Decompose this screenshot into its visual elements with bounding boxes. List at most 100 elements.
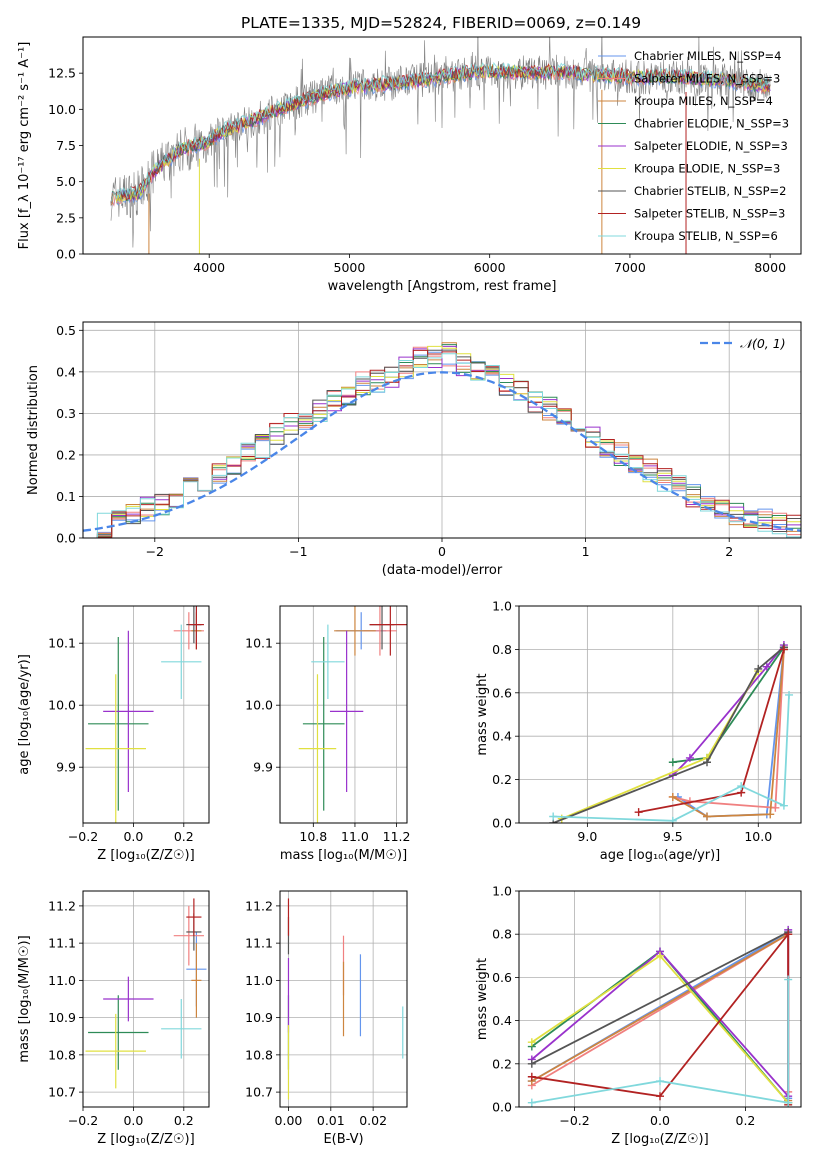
panel-age_vs_mass: 10.8 11.0 11.2 9.9 10.0 10.1 mass [log₁₀(M/M☉)… [245, 605, 411, 863]
y-tick-label: 9.9 [253, 760, 273, 775]
y-axis-label: mass [log₁₀(M/M☉)] [17, 935, 32, 1062]
y-tick-label: 10.9 [245, 1010, 273, 1025]
x-tick-label: −0.2 [559, 1113, 589, 1128]
x-tick-label: 10.0 [744, 829, 772, 844]
panel-mass_weight_vs_Z: −0.2 0.0 0.2 0.0 0.2 0.4 0.6 0.8 1.0 Z [log₁₀(Z/Z… [475, 884, 802, 1147]
y-tick-label: 1.0 [492, 884, 512, 899]
y-tick-label: 11.0 [48, 973, 76, 988]
y-tick-label: 0.4 [56, 364, 76, 379]
legend-label: Salpeter STELIB, N_SSP=3 [634, 207, 785, 221]
series-line-kroupa_miles [672, 649, 785, 818]
x-axis-label: mass [log₁₀(M/M☉)] [280, 848, 407, 863]
series-marker [703, 812, 711, 821]
y-tick-label: 0.2 [492, 1056, 512, 1071]
series-marker [784, 930, 793, 939]
axes-frame [518, 890, 802, 1108]
panel-mass_weight_vs_age: 9.0 9.5 10.0 0.0 0.2 0.4 0.6 0.8 1.0 age [log₁₀(a… [475, 599, 802, 863]
series-marker [656, 1092, 664, 1101]
plot-area [110, 37, 771, 254]
series-line-kroupa_stelib [531, 979, 790, 1104]
legend-label: Kroupa STELIB, N_SSP=6 [634, 229, 778, 243]
x-tick-label: 0.2 [736, 1113, 756, 1128]
y-tick-label: 0.5 [56, 323, 76, 338]
series-marker [754, 664, 763, 673]
point-kroupa_stelib [311, 624, 345, 699]
axes-frame [82, 36, 802, 255]
point-kroupa_stelib [161, 624, 202, 699]
y-tick-label: 10.0 [245, 698, 273, 713]
series-marker [527, 1098, 536, 1107]
point-kroupa_elodie [85, 674, 146, 823]
figure-title: PLATE=1335, MJD=52824, FIBERID=0069, z=0… [241, 14, 641, 32]
point-salpeter_miles [173, 905, 204, 966]
x-axis-label: (data-model)/error [382, 563, 503, 578]
point-kroupa_elodie [298, 674, 337, 823]
y-tick-label: 0.6 [492, 685, 512, 700]
series-line-salpeter_stelib [638, 649, 785, 813]
x-axis-label: age [log₁₀(age/yr)] [600, 848, 721, 863]
series-marker [779, 645, 788, 654]
series-marker [527, 1072, 536, 1081]
series-marker [784, 975, 793, 984]
x-tick-label: 0.0 [123, 1113, 143, 1128]
plot-area [280, 891, 407, 1107]
y-tick-label: 10.9 [48, 1010, 76, 1025]
y-tick-label: 1.0 [492, 599, 512, 614]
y-tick-label: 0.4 [492, 729, 512, 744]
panel-age_vs_Z: −0.2 0.0 0.2 9.9 10.0 10.1 Z [log₁₀(Z/Z☉)] age … [17, 605, 210, 863]
axes-frame [279, 605, 408, 824]
x-tick-label: 0 [438, 544, 446, 559]
x-axis-label: Z [log₁₀(Z/Z☉)] [97, 848, 194, 863]
legend-label: Chabrier ELODIE, N_SSP=3 [634, 117, 789, 131]
plot-area [83, 606, 209, 823]
y-tick-label: 0.0 [492, 1100, 512, 1115]
series-marker [549, 812, 558, 821]
series-marker [737, 782, 746, 791]
x-tick-label: 6000 [474, 260, 506, 275]
y-tick-label: 9.9 [56, 760, 76, 775]
y-tick-label: 10.7 [245, 1085, 273, 1100]
series-marker [784, 1098, 793, 1107]
x-tick-label: 0.2 [174, 829, 194, 844]
series-marker [779, 801, 788, 810]
y-tick-label: 11.1 [48, 936, 76, 951]
x-tick-label: −1 [289, 544, 307, 559]
y-tick-label: 7.5 [56, 138, 76, 153]
panel-residuals: −2 −1 0 1 2 0.0 0.1 0.2 0.3 0.4 0.5 (data-model)/er… [26, 321, 802, 578]
y-axis-label: age [log₁₀(age/yr)] [17, 654, 32, 775]
y-tick-label: 11.0 [245, 973, 273, 988]
panel-spectrum: 4000 5000 6000 7000 8000 0.0 2.5 5.0 7.5 10.0 12.5… [17, 36, 802, 294]
x-tick-label: 0.2 [174, 1113, 194, 1128]
y-tick-label: 0.0 [56, 531, 76, 546]
plot-area [519, 891, 801, 1107]
y-tick-label: 0.1 [56, 489, 76, 504]
x-tick-label: 11.0 [341, 829, 369, 844]
y-tick-label: 0.8 [492, 927, 512, 942]
x-tick-label: 4000 [193, 260, 225, 275]
point-salpeter_elodie [329, 630, 364, 792]
point-chabrier_elodie [302, 637, 345, 811]
series-marker [668, 816, 677, 823]
x-axis-label: E(B-V) [323, 1132, 363, 1147]
legend-label: Kroupa ELODIE, N_SSP=3 [634, 162, 780, 176]
x-tick-label: 7000 [614, 260, 646, 275]
axes-frame [82, 890, 210, 1108]
series-line-kroupa_elodie [561, 670, 760, 820]
panel-mass_vs_ebv: 0.00 0.01 0.02 10.7 10.8 10.9 11.0 11.1 11.2 E(B-… [245, 890, 408, 1147]
y-tick-label: 0.3 [56, 406, 76, 421]
panel-mass_vs_Z: −0.2 0.0 0.2 10.7 10.8 10.9 11.0 11.1 11.2 Z [log… [17, 890, 210, 1147]
plot-area [83, 322, 801, 538]
x-tick-label: 11.2 [383, 829, 411, 844]
series-marker [634, 808, 643, 817]
y-tick-label: 0.0 [56, 247, 76, 262]
x-tick-label: 1 [582, 544, 590, 559]
series-marker [703, 758, 711, 767]
x-tick-label: 0.0 [650, 1113, 670, 1128]
x-axis-label: wavelength [Angstrom, rest frame] [328, 279, 557, 294]
x-tick-label: 9.0 [577, 829, 597, 844]
series-marker [656, 1077, 664, 1086]
y-tick-label: 10.0 [48, 102, 76, 117]
y-tick-label: 11.1 [245, 936, 273, 951]
y-tick-label: 0.6 [492, 970, 512, 985]
